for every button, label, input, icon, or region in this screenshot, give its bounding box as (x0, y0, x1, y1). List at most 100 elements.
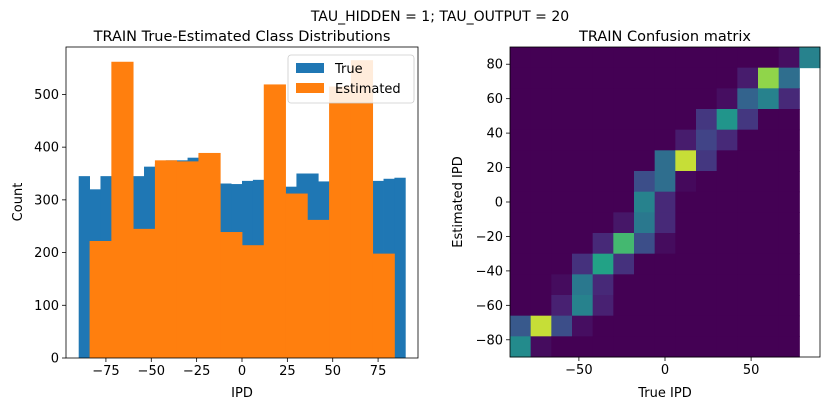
confusion-matrix-title: TRAIN Confusion matrix (578, 29, 751, 45)
heatmap-cell (654, 274, 676, 296)
heatmap-cell (716, 88, 738, 110)
heatmap-cell (778, 67, 800, 89)
heatmap-cell (675, 171, 697, 193)
heatmap-cell (592, 47, 614, 69)
heatmap-cell (592, 336, 614, 358)
x-tick-label: 0 (661, 363, 669, 378)
heatmap-cell (530, 253, 552, 275)
heatmap-cell (530, 47, 552, 69)
x-tick-label: −50 (138, 364, 165, 379)
heatmap-cell (716, 47, 738, 69)
heatmap-cell (716, 253, 738, 275)
heatmap-cell (696, 47, 718, 69)
heatmap-cell (716, 109, 738, 131)
histogram-bars (78, 60, 406, 359)
heatmap-cell (613, 109, 635, 131)
heatmap-cell (530, 109, 552, 131)
x-tick-label: −50 (565, 363, 592, 378)
heatmap-cell (654, 150, 676, 172)
heatmap-cell (654, 109, 676, 131)
heatmap-cell (737, 67, 759, 89)
bar-estimated-0 (89, 240, 112, 358)
heatmap-cell (572, 253, 594, 275)
x-tick-label: −25 (183, 364, 210, 379)
y-tick-label: −40 (476, 264, 503, 279)
heatmap-cell (634, 233, 656, 255)
heatmap-cell (716, 67, 738, 89)
heatmap-cell (613, 315, 635, 337)
heatmap-cell (675, 315, 697, 337)
heatmap-cell (634, 315, 656, 337)
heatmap-cell (654, 47, 676, 69)
heatmap-cell (510, 315, 532, 337)
heatmap-cell (778, 274, 800, 296)
heatmap-cell (737, 336, 759, 358)
heatmap-cell (592, 109, 614, 131)
heatmap-cell (778, 129, 800, 151)
bar-estimated-8 (263, 84, 286, 359)
heatmap-cell (530, 171, 552, 193)
heatmap-cell (572, 295, 594, 317)
heatmap-cell (530, 315, 552, 337)
heatmap-cell (758, 67, 780, 89)
heatmap-cell (654, 67, 676, 89)
heatmap-cell (696, 150, 718, 172)
y-tick-label: 300 (34, 193, 59, 208)
bar-estimated-11 (329, 86, 352, 358)
heatmap-cell (778, 88, 800, 110)
heatmap-cell (737, 295, 759, 317)
heatmap-cell (634, 150, 656, 172)
heatmap-cell (654, 212, 676, 234)
heatmap-cell (654, 88, 676, 110)
heatmap-cell (572, 274, 594, 296)
heatmap-cell (675, 67, 697, 89)
heatmap-cell (613, 150, 635, 172)
heatmap-cell (758, 295, 780, 317)
histogram-y-ticks: 0 100 200 300 400 500 (34, 88, 66, 367)
y-tick-label: −60 (476, 299, 503, 314)
heatmap-cell (696, 109, 718, 131)
heatmap-cell (758, 212, 780, 234)
heatmap-cell (758, 171, 780, 193)
heatmap-cell (592, 295, 614, 317)
heatmap-cell (592, 150, 614, 172)
heatmap-cell (551, 315, 573, 337)
heatmap-cell (572, 336, 594, 358)
y-tick-label: 500 (34, 88, 59, 103)
heatmap-cell (551, 47, 573, 69)
heatmap-cell (716, 171, 738, 193)
confusion-matrix-x-ticks: −50 0 50 (565, 357, 759, 378)
heatmap-cell (758, 109, 780, 131)
heatmap-cell (592, 67, 614, 89)
heatmap-cell (551, 129, 573, 151)
heatmap-cell (551, 67, 573, 89)
heatmap-cell (696, 212, 718, 234)
heatmap-cell (758, 129, 780, 151)
heatmap-cell (572, 315, 594, 337)
heatmap-cell (613, 88, 635, 110)
x-tick-label: 50 (324, 364, 341, 379)
heatmap-cell (592, 88, 614, 110)
heatmap-cell (510, 150, 532, 172)
heatmap-cell (716, 150, 738, 172)
heatmap-cell (613, 129, 635, 151)
y-tick-label: 80 (486, 58, 503, 73)
y-tick-label: 40 (486, 127, 503, 142)
y-tick-label: 0 (51, 352, 59, 367)
heatmap-cell (572, 47, 594, 69)
heatmap-cell (572, 109, 594, 131)
heatmap-cell (613, 295, 635, 317)
heatmap-cell (634, 109, 656, 131)
heatmap-cell (634, 274, 656, 296)
heatmap-cell (530, 212, 552, 234)
heatmap-cell (613, 233, 635, 255)
heatmap-cell (758, 88, 780, 110)
heatmap-cell (551, 150, 573, 172)
confusion-matrix-y-label: Estimated IPD (451, 156, 466, 248)
heatmap-cell (634, 47, 656, 69)
heatmap-cell (592, 212, 614, 234)
heatmap-cell (551, 191, 573, 213)
heatmap-cell (510, 47, 532, 69)
heatmap-cell (510, 129, 532, 151)
heatmap-cell (778, 171, 800, 193)
